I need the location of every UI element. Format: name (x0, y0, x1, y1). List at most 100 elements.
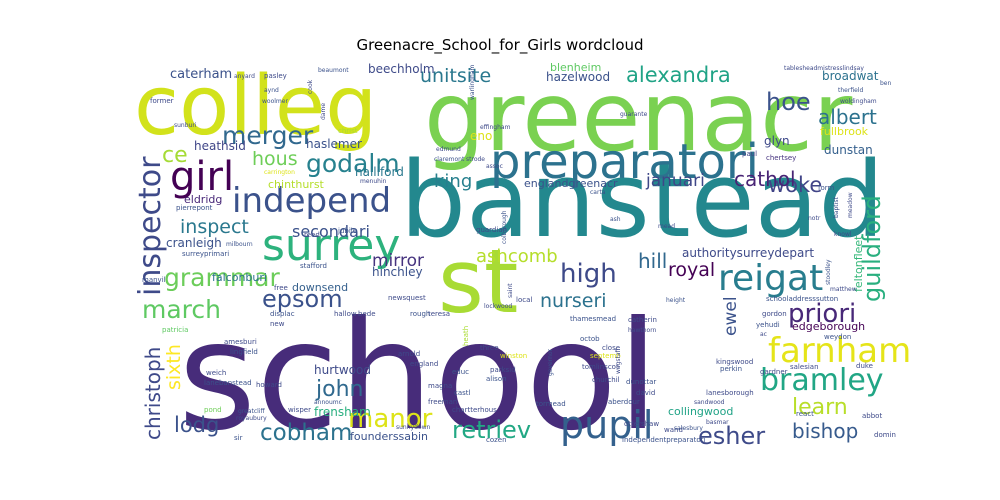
word-free: free (274, 284, 288, 292)
word-anyard: anyard (234, 73, 255, 80)
word-royal: royal (668, 259, 715, 281)
word-septemb: septemb (590, 352, 621, 360)
word-therfield: therfield (838, 87, 863, 94)
word-hinchley: hinchley (372, 265, 423, 279)
word-domin: domin (874, 431, 896, 439)
word-alison: alison (486, 375, 507, 383)
word-schooladdresssutton: schooladdresssutton (766, 295, 838, 303)
word-john: john (315, 377, 363, 402)
word-unitsite: unitsite (420, 65, 491, 87)
word-englandgreenacr: englandgreenacr (524, 177, 618, 190)
word-ben: ben (880, 80, 892, 87)
word-david: david (636, 389, 655, 397)
word-nurseri: nurseri (540, 290, 607, 312)
word-grammar: grammar (164, 263, 280, 292)
word-parksid: parksid (490, 366, 516, 374)
word-hurtwood: hurtwood (314, 363, 371, 377)
word-fullbrook: fullbrook (820, 125, 869, 138)
word-greatcliff: greatcliff (238, 408, 265, 415)
word-cobham: cobham (260, 420, 352, 446)
word-bede: bede (358, 310, 376, 318)
word-alexandra: alexandra (626, 63, 731, 87)
word-inspect: inspect (180, 216, 249, 238)
word-lanesborough: lanesborough (706, 389, 754, 397)
word-educ: educ (452, 368, 469, 376)
word-hawthorn: hawthorn (628, 327, 657, 334)
word-learn: learn (792, 395, 848, 420)
word-arnold: arnold (398, 350, 420, 358)
word-woldingham: woldingham (840, 98, 877, 105)
word-tormead: tormead (536, 400, 566, 408)
word-guardian: guardian (476, 226, 507, 234)
word-chertsey: chertsey (766, 154, 796, 162)
word-eldridg: eldridg (184, 193, 222, 206)
word-bramley: bramley (760, 363, 884, 398)
word-guildford: guildford (858, 195, 886, 302)
word-manor: manor (348, 404, 433, 434)
word-paul: paul (742, 150, 757, 158)
word-three: three (480, 344, 499, 352)
word-surrey: surrey (262, 220, 400, 271)
word-amesburi: amesburi (224, 338, 257, 346)
word-authoritysurreydepart: authoritysurreydepart (682, 246, 814, 260)
word-pupil: pupil (560, 403, 653, 447)
word-downsend: downsend (292, 281, 348, 294)
word-founderssabin: founderssabin (350, 430, 428, 443)
word-displac: displac (270, 310, 295, 318)
word-knowl: knowl (834, 231, 852, 238)
word-blenheim: blenheim (550, 61, 601, 74)
word-new: new (270, 320, 285, 328)
word-height: height (666, 297, 686, 304)
word-sunburi: sunburi (174, 122, 197, 129)
word-close: close (602, 344, 620, 352)
word-cranleigh: cranleigh (166, 236, 222, 250)
word-hill: hill (638, 249, 667, 273)
word-stoodley: stoodley (825, 259, 832, 285)
word-heath: heath (462, 326, 470, 346)
word-ashcomb: ashcomb (476, 246, 558, 267)
word-basmar: basmar (706, 419, 729, 426)
word-esher: esher (698, 422, 765, 450)
word-high: high (560, 259, 617, 289)
word-duke: duke (856, 362, 873, 370)
word-perkin: perkin (720, 365, 742, 373)
word-ewel: ewel (721, 296, 741, 336)
word-react: react (796, 410, 814, 418)
word-former: former (150, 97, 174, 105)
word-catherin: catherin (628, 316, 657, 324)
word-edgeborough: edgeborough (792, 320, 865, 333)
word-hazelwood: hazelwood (546, 70, 610, 84)
word-greenacr: greenacr (424, 61, 853, 173)
word-freeman: freeman (428, 398, 457, 406)
word-lanebanstead: lanebanstead (204, 379, 252, 387)
word-royaubury: royaubury (236, 415, 267, 422)
word-dame: dame (320, 103, 327, 120)
word-ash: ash (610, 216, 621, 223)
word-heathsid: heathsid (194, 139, 246, 153)
word-glyn: glyn (764, 134, 790, 148)
word-effingham: effingham (480, 124, 511, 131)
word-eno: eno (470, 129, 492, 143)
word-notr: notr (808, 215, 821, 222)
word-woke: woke (768, 173, 822, 197)
word-octob: octob (580, 335, 600, 343)
word-secondari: secondari (292, 222, 370, 241)
word-castl: castl (454, 389, 471, 397)
word-beechholm: beechholm (368, 62, 435, 76)
word-gardner: gardner (760, 368, 788, 376)
word-salesbury: salesbury (674, 425, 703, 432)
word-chartterhous: chartterhous (452, 406, 497, 414)
word-meadow: meadow (847, 192, 854, 218)
word-chinthurst: chinthurst (268, 178, 325, 191)
word-sunnydown: sunnydown (396, 424, 430, 431)
word-falconburi: falconburi (212, 271, 267, 284)
word-surreyprimari: surreyprimari (182, 250, 229, 258)
word-aynd: aynd (264, 87, 279, 94)
word-sandwood: sandwood (694, 399, 725, 406)
word-newsquest: newsquest (388, 294, 426, 302)
word-pond: pond (204, 406, 222, 414)
word-independ: independ (232, 181, 391, 221)
word-christ: christ (338, 127, 358, 135)
word-reigat: reigat (718, 258, 823, 299)
